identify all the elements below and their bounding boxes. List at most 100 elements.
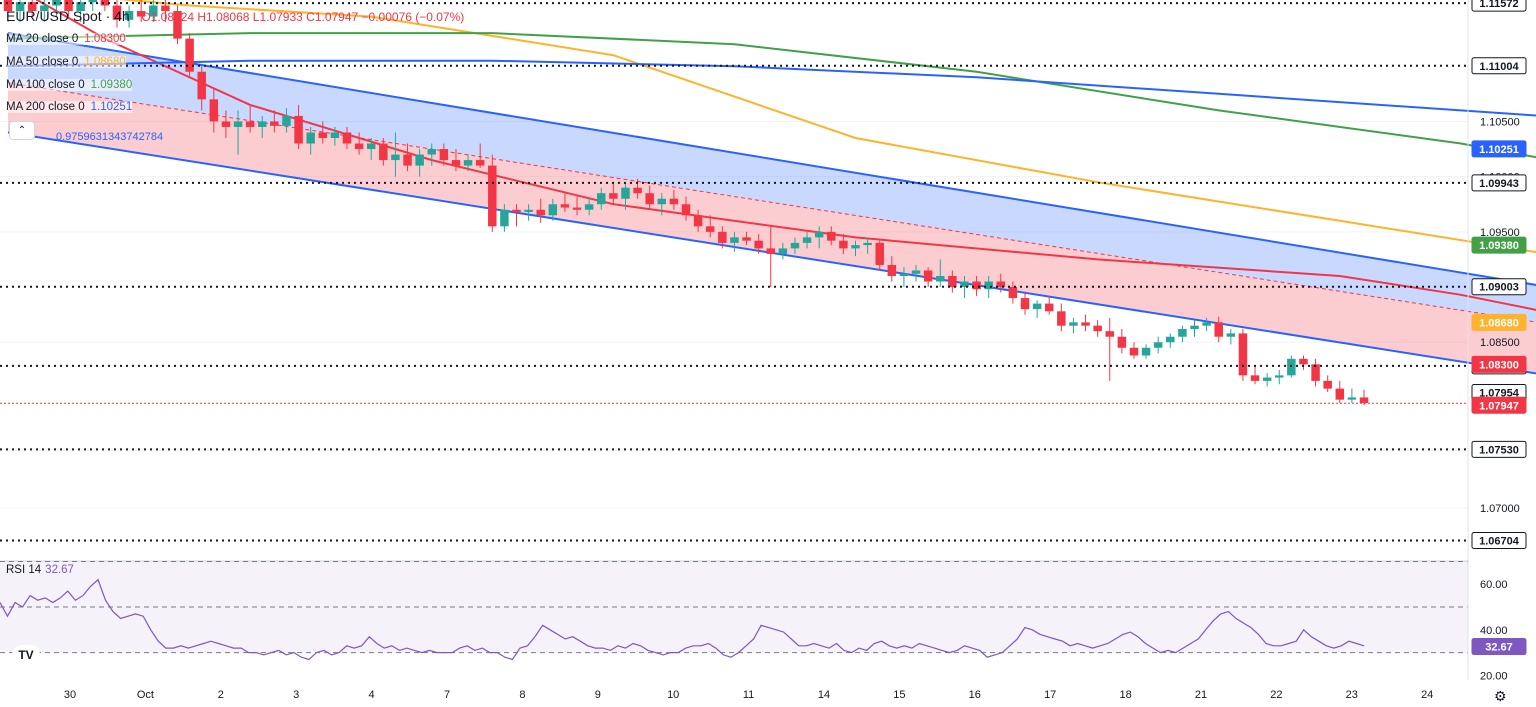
candle-body xyxy=(233,121,243,127)
candle-body xyxy=(863,242,872,246)
candle-body xyxy=(1093,325,1102,332)
candle-body xyxy=(851,245,860,249)
rsi-tag-bg xyxy=(1471,638,1527,656)
candle-body xyxy=(657,198,667,205)
rsi-tick-label: 20.00 xyxy=(1480,670,1508,682)
candle-body xyxy=(463,160,473,166)
candle-body xyxy=(512,209,521,212)
level-tag: 1.06704 xyxy=(1479,536,1520,548)
rsi-pane xyxy=(0,560,1468,661)
candle-body xyxy=(790,242,800,249)
tradingview-logo[interactable]: TV xyxy=(12,645,40,665)
regression-channel xyxy=(7,32,1536,375)
candle-body xyxy=(342,132,352,144)
candle-body xyxy=(1032,303,1042,310)
candle-body xyxy=(633,187,642,194)
candle-body xyxy=(1347,397,1357,400)
x-tick-label: 8 xyxy=(519,689,525,701)
candles xyxy=(3,0,1369,406)
candle-body xyxy=(173,11,182,39)
candle-body xyxy=(40,5,49,12)
ma-value: 1.09380 xyxy=(90,79,133,91)
candle-body xyxy=(524,209,533,212)
rsi-label: RSI 14 xyxy=(6,564,42,576)
candle-body xyxy=(936,276,945,282)
symbol-title[interactable]: EUR/USD Spot · 4h xyxy=(6,8,130,24)
ma-legend-20[interactable]: MA 20 close 0 1.08300 xyxy=(6,33,126,45)
y-tick-label: 1.08500 xyxy=(1480,337,1520,349)
candle-body xyxy=(572,207,582,210)
candle-body xyxy=(778,248,788,254)
candle-body xyxy=(1081,322,1090,326)
candle-body xyxy=(1238,333,1248,376)
collapse-legend-button[interactable]: ⌃ xyxy=(9,121,35,140)
y-tick-label: 1.07000 xyxy=(1480,503,1520,515)
ma-value: 1.08680 xyxy=(84,56,126,68)
ma-line xyxy=(7,32,1536,159)
candle-body xyxy=(221,121,231,127)
x-tick-label: 21 xyxy=(1195,689,1207,701)
x-tick-label: 3 xyxy=(293,689,299,701)
candle-body xyxy=(500,209,509,227)
candle-body xyxy=(1105,331,1114,337)
candle-body xyxy=(330,132,340,138)
x-tick-label: 23 xyxy=(1346,689,1358,701)
candle-body xyxy=(112,5,122,20)
channel-upper-fill xyxy=(8,33,1536,323)
candle-body xyxy=(621,187,630,199)
candle-body xyxy=(948,276,957,288)
ma-label: MA 20 close 0 xyxy=(6,33,79,45)
candle-body xyxy=(391,154,400,161)
candle-body xyxy=(149,5,158,17)
candle-body xyxy=(439,149,449,161)
rsi-tick-label: 40.00 xyxy=(1480,625,1508,637)
x-tick-label: 11 xyxy=(743,689,754,701)
candle-body xyxy=(1250,375,1260,381)
channel-upper-line xyxy=(7,32,1536,286)
channel-deviation-label: 0.975963134374278­4 xyxy=(56,131,164,143)
candle-body xyxy=(354,143,364,150)
ma-legend-100[interactable]: MA 100 close 0 1.09380 xyxy=(6,79,133,91)
x-tick-label: 18 xyxy=(1119,689,1131,701)
candle-body xyxy=(27,2,37,12)
rsi-legend[interactable]: RSI 14 32.67 xyxy=(6,564,74,576)
y-tick-label: 1.09500 xyxy=(1480,227,1520,239)
x-tick-label: 9 xyxy=(595,689,601,701)
candle-body xyxy=(875,242,884,265)
candle-body xyxy=(923,270,933,282)
level-tag-bg xyxy=(1471,0,1527,12)
x-tick-label: 14 xyxy=(818,689,830,701)
x-tick-label: 7 xyxy=(444,689,450,701)
x-tick-label: 4 xyxy=(369,689,375,701)
gear-icon[interactable]: ⚙ xyxy=(1494,688,1507,704)
candle-body xyxy=(1153,342,1163,348)
candle-body xyxy=(161,5,170,12)
candle-body xyxy=(1226,333,1236,337)
ma-legend-50[interactable]: MA 50 close 0 1.08680 xyxy=(6,56,126,68)
candle-body xyxy=(645,193,654,205)
candle-body xyxy=(1323,380,1332,389)
price-tag: 1.08300 xyxy=(1479,359,1519,371)
candle-body xyxy=(597,193,606,205)
level-tag: 1.07530 xyxy=(1479,444,1519,456)
price-tag: 1.10251 xyxy=(1479,144,1519,156)
candle-body xyxy=(100,0,110,6)
candle-body xyxy=(1141,347,1151,356)
ma-legend-200[interactable]: MA 200 close 0 1.10251 xyxy=(6,101,133,113)
candle-body xyxy=(899,273,909,276)
candle-body xyxy=(427,149,436,155)
candle-body xyxy=(209,99,219,122)
candle-body xyxy=(1311,364,1320,381)
candle-body xyxy=(88,0,97,3)
candle-body xyxy=(1299,358,1308,365)
candle-body xyxy=(15,2,25,12)
candle-body xyxy=(1359,397,1369,403)
candle-body xyxy=(366,143,376,150)
x-tick-label: 17 xyxy=(1044,689,1056,701)
candle-body xyxy=(1190,325,1199,329)
level-tag: 1.11572 xyxy=(1479,0,1518,10)
price-tags: 1.115721.110041.099431.090031.082861.075… xyxy=(1471,0,1527,656)
y-tick-label: 1.10500 xyxy=(1480,116,1520,128)
x-tick-label: 24 xyxy=(1421,689,1433,701)
